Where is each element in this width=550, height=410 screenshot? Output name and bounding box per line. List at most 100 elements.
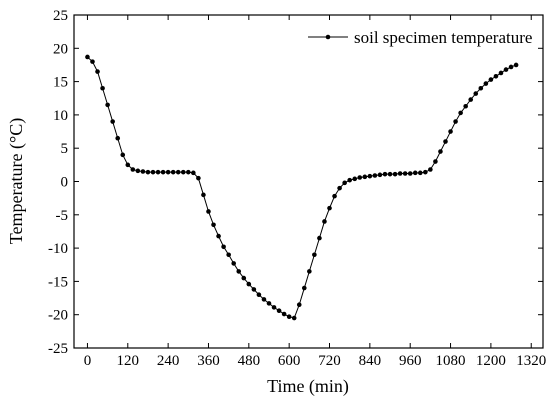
data-point — [150, 169, 156, 175]
data-point — [226, 252, 231, 258]
data-point — [377, 172, 383, 178]
y-tick-label: 0 — [61, 175, 69, 191]
data-point — [256, 292, 262, 298]
data-point — [322, 219, 327, 224]
data-point — [317, 235, 322, 241]
y-tick-label: 20 — [53, 41, 68, 57]
data-point — [145, 169, 151, 175]
data-point — [342, 180, 347, 186]
x-tick-label: 960 — [399, 353, 422, 369]
data-point — [201, 192, 206, 198]
data-point — [135, 168, 141, 174]
data-point — [175, 169, 181, 175]
data-point — [307, 269, 312, 274]
plot-frame — [73, 14, 544, 349]
data-point — [347, 177, 352, 183]
data-point — [392, 171, 398, 177]
data-point — [206, 209, 211, 214]
data-point — [301, 285, 307, 291]
data-point — [130, 167, 136, 172]
data-point — [478, 85, 484, 91]
data-point — [286, 314, 292, 319]
y-tick-label: 5 — [61, 141, 69, 157]
data-point — [261, 297, 267, 302]
x-tick-label: 240 — [157, 353, 180, 369]
data-point — [266, 301, 272, 306]
data-point — [170, 169, 176, 175]
data-point — [125, 162, 131, 168]
data-point — [417, 170, 423, 176]
data-point — [423, 169, 428, 175]
y-tick-label: -25 — [48, 341, 68, 357]
y-tick-label: -15 — [48, 274, 68, 290]
data-point — [433, 159, 438, 164]
data-point — [503, 67, 509, 72]
y-tick-label: 10 — [53, 108, 68, 124]
data-point — [473, 91, 479, 96]
data-point — [140, 169, 146, 174]
y-tick-label: -10 — [48, 241, 68, 257]
data-point — [372, 173, 378, 178]
data-point — [453, 119, 458, 124]
data-point — [357, 175, 363, 180]
x-axis-label: Time (min) — [267, 376, 349, 397]
data-point — [493, 73, 499, 79]
x-tick-label: 600 — [278, 353, 301, 369]
data-point — [296, 302, 302, 308]
x-tick-label: 1080 — [436, 353, 466, 369]
y-tick-label: 25 — [53, 8, 68, 24]
x-tick-label: 360 — [197, 353, 220, 369]
data-point — [186, 169, 191, 175]
data-point — [155, 169, 161, 175]
data-point — [180, 169, 186, 175]
data-point — [367, 173, 373, 179]
data-point — [276, 308, 282, 314]
data-point — [291, 315, 297, 321]
x-tick-label: 120 — [117, 353, 140, 369]
data-point — [362, 174, 368, 180]
data-point — [100, 85, 105, 91]
data-point — [382, 171, 388, 177]
data-point — [221, 244, 226, 250]
data-point — [90, 59, 95, 64]
x-tick-label: 480 — [238, 353, 261, 369]
data-point — [332, 193, 337, 199]
x-tick-label: 0 — [84, 353, 92, 369]
data-point — [448, 129, 453, 134]
data-point — [443, 139, 448, 144]
data-point — [428, 167, 433, 172]
data-point — [463, 103, 468, 109]
data-point — [231, 261, 236, 266]
data-point — [387, 171, 393, 177]
data-point — [483, 81, 489, 86]
legend-label: soil specimen temperature — [354, 28, 532, 47]
data-point — [85, 54, 90, 60]
data-point — [508, 64, 514, 70]
data-point — [120, 152, 126, 158]
data-point — [105, 102, 110, 108]
data-point — [488, 77, 494, 82]
data-point — [468, 97, 474, 102]
data-point — [438, 149, 443, 154]
data-point — [513, 62, 519, 68]
data-point — [352, 176, 358, 182]
data-point — [216, 233, 221, 239]
data-point — [271, 305, 277, 310]
y-axis-label: Temperature (°C) — [6, 118, 27, 244]
data-point — [241, 275, 247, 281]
data-point — [458, 110, 463, 116]
data-point — [246, 281, 252, 287]
data-point — [236, 269, 242, 274]
data-point — [191, 170, 196, 176]
data-point — [196, 175, 201, 181]
data-point — [412, 170, 418, 176]
data-point — [498, 70, 504, 76]
data-point — [110, 119, 115, 124]
data-point — [312, 252, 317, 258]
series-line — [87, 56, 517, 319]
data-point — [327, 205, 332, 211]
data-point — [115, 135, 121, 141]
x-tick-label: 1320 — [516, 353, 546, 369]
